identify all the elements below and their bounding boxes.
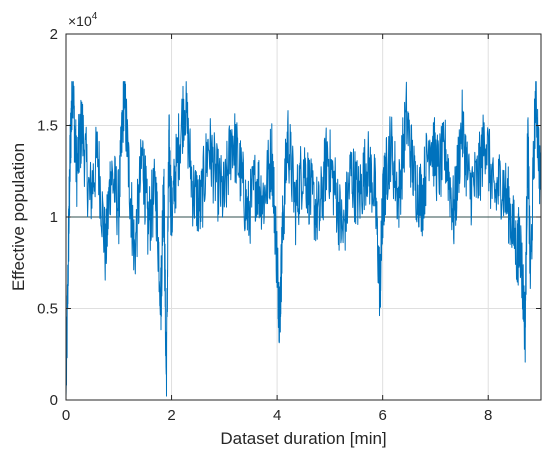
y-tick-label: 1.5: [37, 118, 58, 135]
y-tick-label: 0: [50, 392, 58, 409]
y-axis-exponent: ×104: [68, 11, 98, 29]
x-axis-label: Dataset duration [min]: [220, 429, 386, 448]
x-tick-label: 0: [62, 407, 70, 424]
y-tick-label: 1: [50, 209, 58, 226]
x-axis-ticks: 0 2 4 6 8: [62, 34, 492, 424]
y-axis-ticks: 0 0.5 1 1.5 2: [37, 26, 541, 409]
y-tick-label: 0.5: [37, 301, 58, 318]
y-tick-label: 2: [50, 26, 58, 43]
x-tick-label: 6: [378, 407, 386, 424]
series-line: [65, 81, 542, 397]
y-axis-label: Effective population: [9, 143, 28, 291]
x-tick-label: 8: [484, 407, 492, 424]
x-tick-label: 4: [273, 407, 281, 424]
x-tick-label: 2: [167, 407, 175, 424]
plot-area: [65, 81, 542, 397]
